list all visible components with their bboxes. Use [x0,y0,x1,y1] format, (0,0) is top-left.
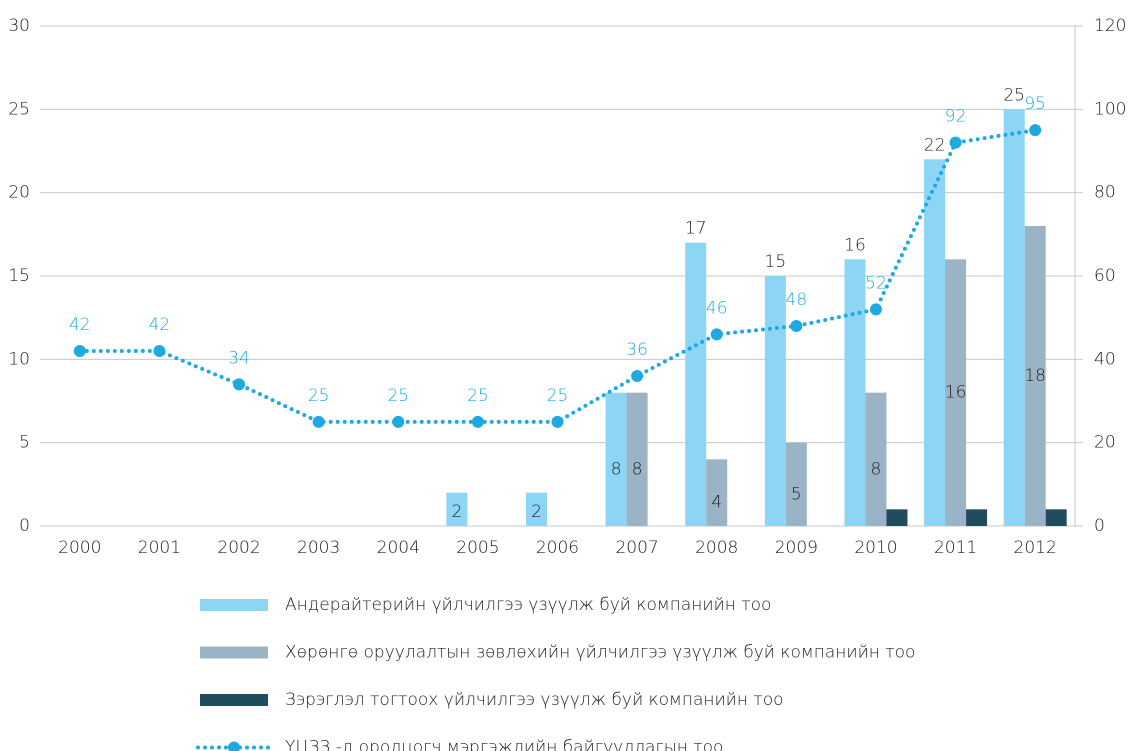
y-tick-label: 25 [8,99,30,119]
line-point [233,378,246,391]
data-label: 8 [611,459,622,479]
line-point [790,320,803,332]
y-tick-label: 10 [8,349,30,369]
legend-label: ҮЦЗЗ -д оролцогч мэргэжлийн байгууллагын… [285,738,723,751]
line-label: 46 [706,298,728,318]
x-tick-label: 2000 [58,538,101,558]
y2-tick-label: 80 [1094,183,1116,203]
line-label: 34 [228,348,250,368]
legend-marker [228,741,240,751]
line-point [1029,124,1042,137]
data-label: 22 [924,135,946,155]
bar [526,492,547,526]
bar [966,509,988,526]
x-tick-label: 2005 [456,538,499,558]
line-label: 92 [945,107,967,127]
legend-label: Андерайтерийн үйлчилгээ үзүүлж буй компа… [285,595,771,615]
data-label: 16 [844,235,866,255]
bar [706,459,728,526]
x-tick-label: 2002 [217,538,260,558]
line-point [949,136,962,149]
x-tick-label: 2003 [297,538,340,558]
bar [685,242,707,526]
y2-tick-label: 20 [1094,433,1116,453]
line-point [869,303,882,316]
y2-tick-label: 120 [1094,16,1126,36]
line-point [312,415,325,428]
line-point [710,328,723,341]
x-tick-label: 2007 [615,538,658,558]
line-label: 42 [69,315,91,335]
line-point [392,415,405,428]
line-point [551,415,564,428]
data-label: 18 [1024,366,1046,386]
line-point [471,415,484,428]
y2-tick-label: 40 [1094,349,1116,369]
x-tick-label: 2011 [934,538,977,558]
legend-swatch [200,646,268,659]
line-label: 95 [1024,94,1046,114]
y2-tick-label: 60 [1094,266,1116,286]
data-label: 2 [451,502,462,522]
line-label: 25 [387,386,409,406]
bar [1003,109,1025,526]
data-label: 15 [765,252,787,272]
bar [924,159,946,527]
bar [764,276,786,526]
data-label: 25 [1003,85,1025,105]
data-label: 17 [685,219,707,239]
legend-swatch [200,599,268,611]
y-tick-label: 30 [8,16,30,36]
line-point [631,370,644,382]
legend-label: Зэрэглэл тогтоох үйлчилгээ үзүүлж буй ко… [285,690,784,710]
bar [626,392,648,526]
line-label: 52 [865,273,887,293]
x-tick-label: 2004 [377,538,420,558]
line-label: 42 [149,315,171,335]
bar [865,392,887,526]
data-label: 16 [945,383,967,403]
line-label: 25 [467,386,489,406]
y-tick-label: 20 [8,183,30,203]
bar [844,259,866,526]
bar [945,259,967,526]
bar [1045,509,1067,526]
y-tick-label: 0 [19,516,30,536]
y-tick-label: 15 [8,266,30,286]
data-label: 2 [531,502,542,522]
legend-label: Хөрөнгө оруулалтын зөвлөхийн үйлчилгээ ү… [285,643,915,663]
line-label: 36 [626,340,648,360]
data-label: 8 [871,459,882,479]
y2-tick-label: 0 [1094,516,1105,536]
line-point [153,345,166,357]
x-tick-label: 2001 [138,538,181,558]
line-label: 25 [547,386,569,406]
x-tick-label: 2012 [1014,538,1057,558]
x-tick-label: 2010 [854,538,897,558]
y-tick-label: 5 [19,433,30,453]
bar [785,442,807,526]
x-tick-label: 2006 [536,538,579,558]
bar [446,492,468,526]
line-label: 48 [786,290,808,310]
data-label: 8 [632,459,643,479]
bar [1024,226,1046,526]
data-label: 4 [711,493,722,513]
bar [886,509,908,526]
x-tick-label: 2009 [775,538,818,558]
line-point [73,345,86,357]
x-tick-label: 2008 [695,538,738,558]
legend-swatch [200,694,268,706]
bar [605,392,627,526]
line-label: 25 [308,386,330,406]
data-label: 5 [791,484,802,504]
y2-tick-label: 100 [1094,99,1126,119]
